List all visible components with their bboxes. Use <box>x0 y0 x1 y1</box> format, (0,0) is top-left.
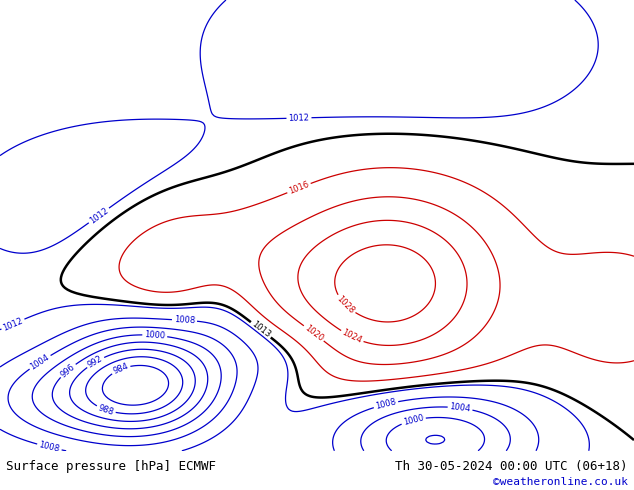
Text: 1012: 1012 <box>1 316 24 332</box>
Text: Surface pressure [hPa] ECMWF: Surface pressure [hPa] ECMWF <box>6 460 216 473</box>
Text: 1004: 1004 <box>29 353 51 371</box>
Text: 1008: 1008 <box>174 315 195 325</box>
Text: 996: 996 <box>59 362 77 379</box>
Text: 1020: 1020 <box>303 323 325 343</box>
Text: 1000: 1000 <box>402 414 425 427</box>
Text: 992: 992 <box>86 354 105 370</box>
Text: 1013: 1013 <box>250 320 272 340</box>
Text: 1000: 1000 <box>144 330 165 341</box>
Text: 1008: 1008 <box>38 441 61 454</box>
Text: 1008: 1008 <box>375 397 398 411</box>
Text: 1012: 1012 <box>288 113 309 123</box>
Text: ©weatheronline.co.uk: ©weatheronline.co.uk <box>493 477 628 487</box>
Text: 1004: 1004 <box>449 402 471 414</box>
Text: 988: 988 <box>97 403 115 416</box>
Text: 1016: 1016 <box>287 180 311 196</box>
Text: 1028: 1028 <box>335 294 356 316</box>
Text: 984: 984 <box>112 362 130 376</box>
Text: Th 30-05-2024 00:00 UTC (06+18): Th 30-05-2024 00:00 UTC (06+18) <box>395 460 628 473</box>
Text: 1024: 1024 <box>340 328 363 345</box>
Text: 1012: 1012 <box>87 206 110 225</box>
